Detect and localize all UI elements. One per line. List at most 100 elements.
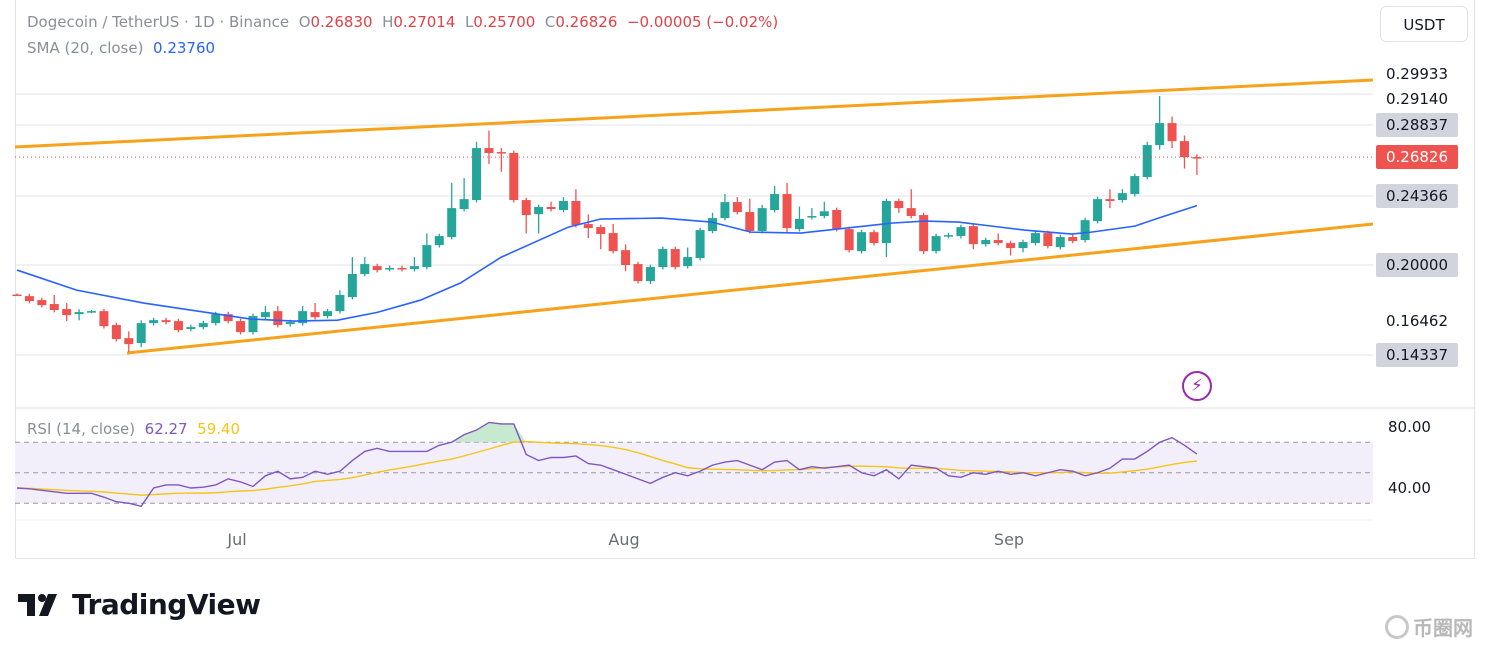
lower-trendline [126, 222, 1374, 355]
candle-down [906, 208, 916, 217]
lightning-icon[interactable]: ⚡ [1182, 371, 1212, 401]
price-axis-label: 0.29140 [1385, 90, 1449, 108]
candle-down [844, 229, 854, 251]
candle-up [695, 230, 705, 259]
rsi-label: RSI (14, close) [27, 420, 136, 438]
candle-down [49, 304, 59, 311]
high-label: H [382, 13, 394, 31]
watermark-icon [1385, 614, 1409, 639]
price-axis-label: 0.14337 [1376, 343, 1458, 367]
candle-up [534, 207, 544, 215]
candle-up [248, 316, 258, 333]
candle-up [434, 236, 444, 246]
price-axis-label: 0.20000 [1376, 253, 1458, 277]
candle-up [74, 312, 84, 315]
candle-up [770, 194, 780, 211]
candle-down [1167, 123, 1177, 142]
candle-up [1030, 233, 1040, 244]
candle-down [596, 227, 606, 235]
symbol-title: Dogecoin / TetherUS · 1D · Binance [27, 13, 290, 31]
candle-up [1117, 193, 1127, 201]
high-value: 0.27014 [393, 13, 456, 31]
candle-up [881, 201, 891, 244]
candle-up [1130, 176, 1140, 195]
rsi-legend[interactable]: RSI (14, close) 62.27 59.40 [27, 420, 240, 438]
candle-down [310, 312, 320, 318]
sma-20-line [16, 204, 1198, 322]
watermark: 币圈网 [1385, 612, 1473, 641]
candle-up [819, 211, 829, 217]
candle-up [558, 201, 568, 211]
price-chart[interactable] [0, 0, 1491, 560]
date-label-sep: Sep [993, 530, 1025, 549]
price-axis-label: 0.16462 [1385, 312, 1449, 330]
sma-line [16, 204, 1198, 322]
candle-down [1006, 243, 1016, 249]
candle-up [422, 245, 432, 268]
candle-up [794, 219, 804, 230]
candle-down [782, 194, 792, 229]
candle-down [62, 309, 72, 316]
candle-down [236, 321, 246, 333]
candle-down [161, 320, 171, 323]
candle-down [484, 148, 494, 153]
sma-legend[interactable]: SMA (20, close) 0.23760 [27, 39, 215, 57]
rsi-axis-label: 80.00 [1388, 418, 1431, 436]
rsi-line [16, 421, 1198, 508]
candle-up [149, 320, 159, 324]
currency-button[interactable]: USDT [1380, 6, 1468, 42]
candle-up [931, 236, 941, 252]
candle-down [509, 152, 519, 201]
candle-down [1068, 237, 1078, 241]
low-value: 0.25700 [473, 13, 536, 31]
trendlines [14, 78, 1374, 355]
symbol-legend: Dogecoin / TetherUS · 1D · Binance O0.26… [27, 13, 778, 31]
candle-up [136, 323, 146, 344]
candle-up [645, 267, 655, 282]
price-axis-label: 0.28837 [1376, 113, 1458, 137]
candle-down [273, 311, 283, 326]
candle-down [869, 232, 879, 244]
logo-text: TradingView [72, 588, 261, 621]
candle-down [99, 311, 109, 327]
candle-up [1080, 220, 1090, 241]
last-price-label: 0.26826 [1376, 145, 1458, 169]
close-label: C [544, 13, 556, 31]
date-label-aug: Aug [608, 530, 640, 549]
low-label: L [464, 13, 474, 31]
rsi-value: 62.27 [144, 420, 188, 438]
candle-down [993, 240, 1003, 244]
candle-up [956, 227, 966, 237]
candle-up [335, 295, 345, 312]
candle-up [708, 218, 718, 232]
candle-up [385, 268, 395, 270]
rsi-axis-label: 40.00 [1388, 479, 1431, 497]
candle-up [1055, 237, 1065, 248]
candle-up [360, 264, 370, 275]
tradingview-logo[interactable]: TradingView [18, 588, 261, 621]
candle-up [285, 322, 295, 325]
candle-up [1018, 242, 1028, 249]
candle-down [223, 314, 233, 322]
candle-up [1093, 199, 1103, 222]
candle-up [211, 314, 221, 324]
candle-down [670, 249, 680, 268]
candle-down [12, 294, 22, 297]
candle-up [683, 257, 693, 267]
candle-down [894, 201, 904, 209]
candle-down [1192, 157, 1202, 159]
candle-down [521, 200, 531, 216]
candle-down [1043, 233, 1053, 247]
change-value: −0.00005 (−0.02%) [626, 13, 779, 31]
chart-frame [15, 0, 1475, 559]
candle-down [24, 296, 34, 302]
candle-down [173, 321, 183, 331]
candle-down [372, 266, 382, 271]
candle-up [298, 311, 308, 324]
candle-up [1142, 145, 1152, 177]
candle-down [621, 250, 631, 265]
candle-up [472, 148, 482, 201]
candle-down [546, 207, 556, 210]
candle-down [633, 264, 643, 282]
